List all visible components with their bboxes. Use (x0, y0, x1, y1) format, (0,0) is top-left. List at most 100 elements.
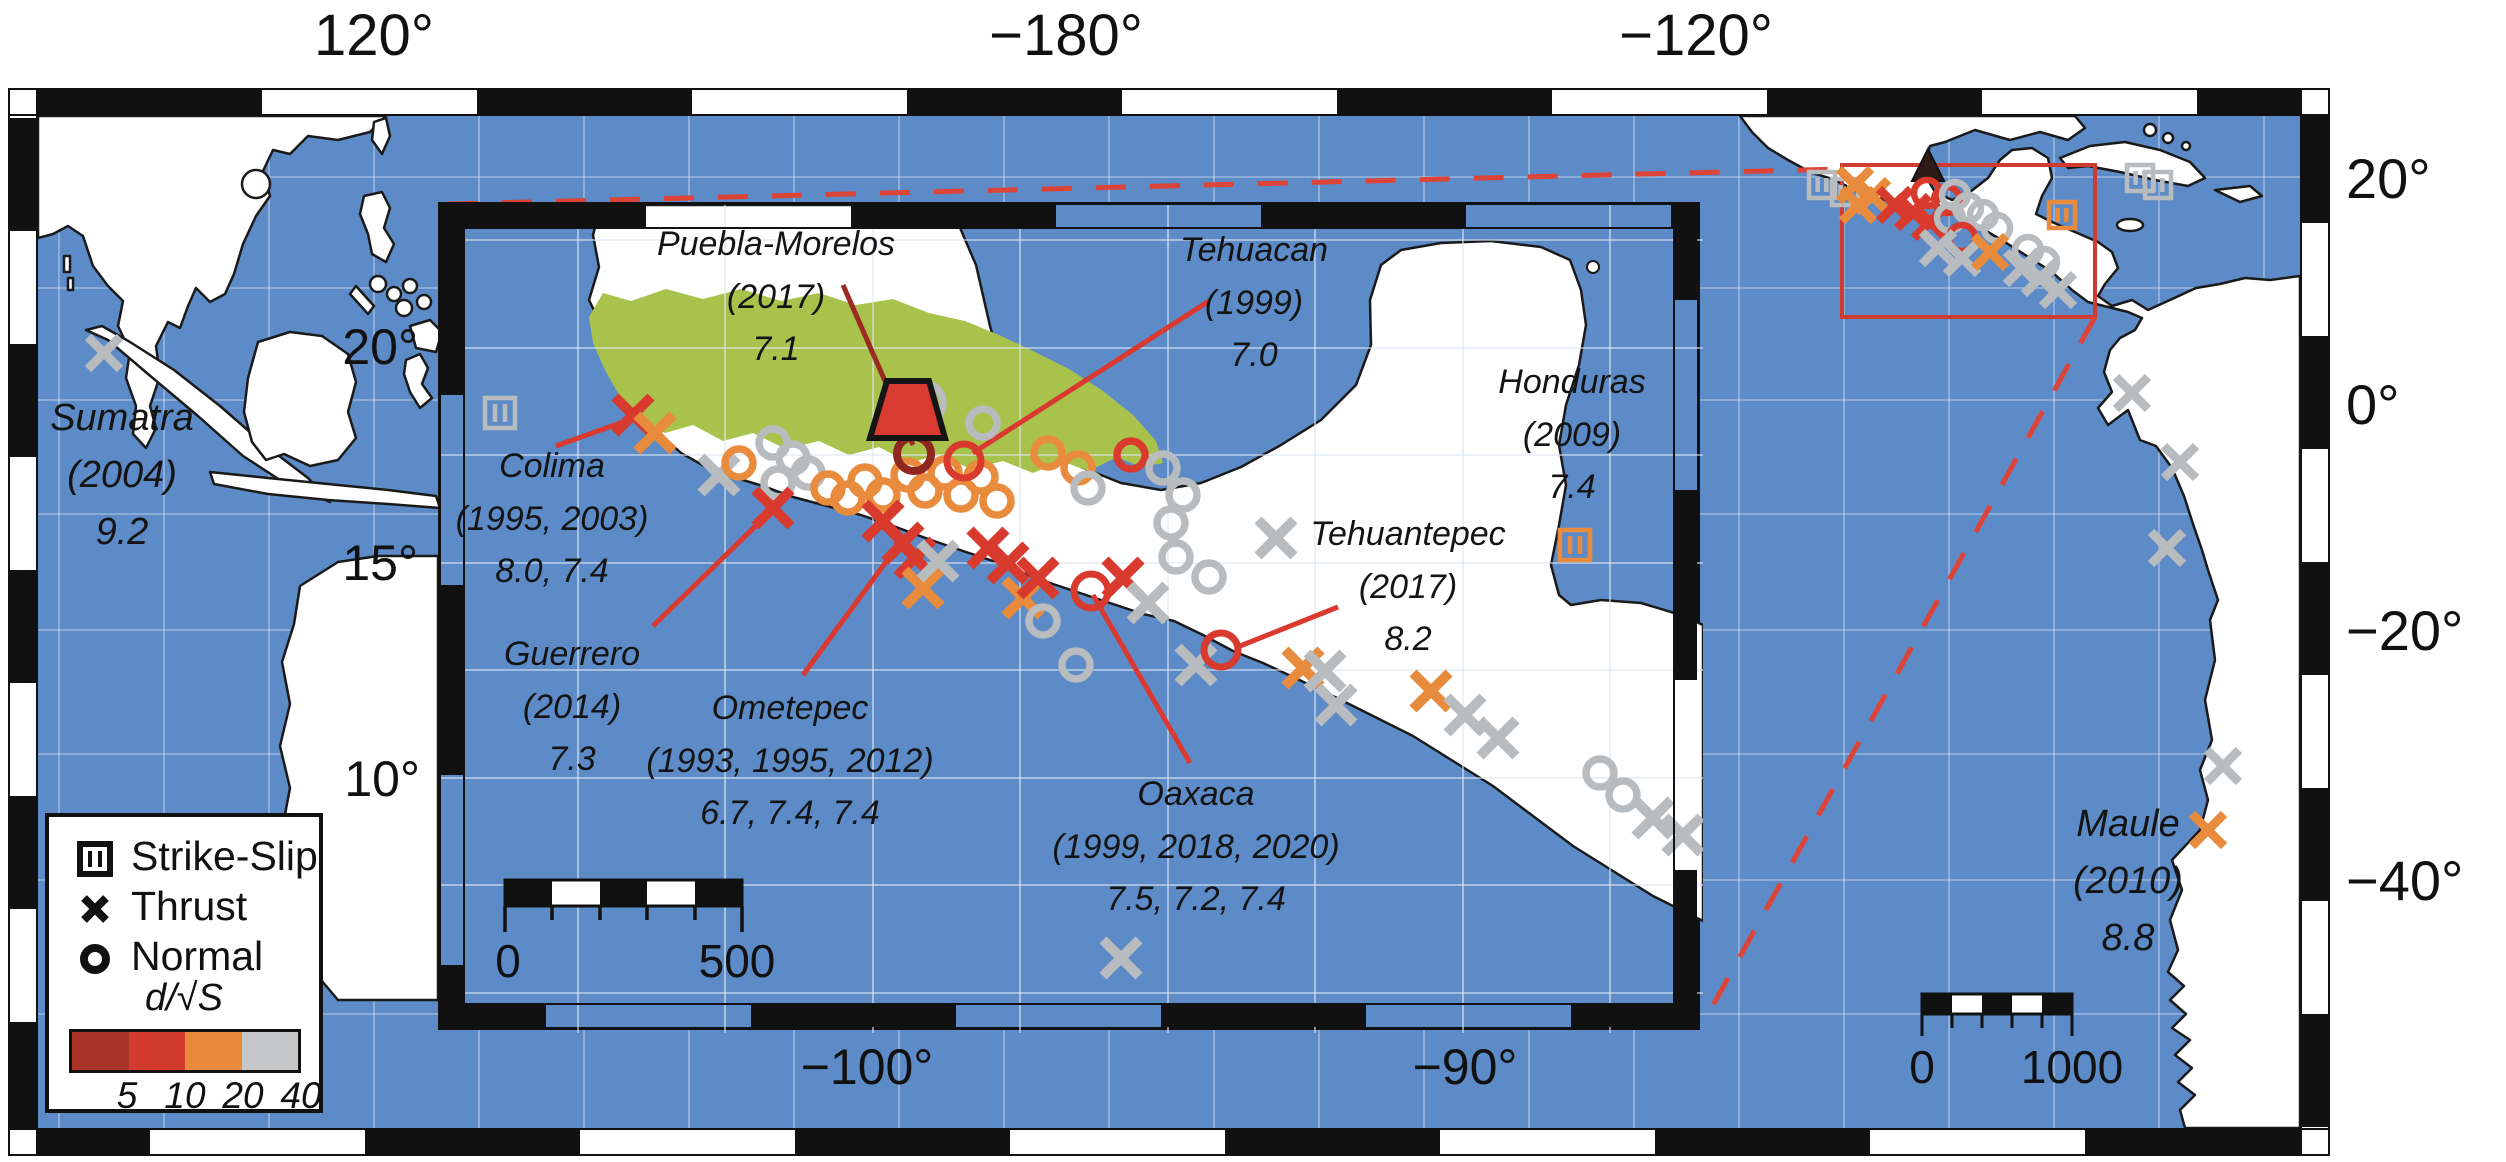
thrust-marker (1409, 669, 1453, 713)
normal-marker (907, 473, 943, 509)
world-scalebar (1920, 992, 2074, 1036)
label-tehuacan: Tehuacan (1999) 7.0 (1179, 231, 1329, 375)
strike-slip-marker (482, 395, 518, 431)
thrust-marker (2038, 270, 2078, 310)
thrust-marker (2203, 746, 2243, 786)
thrust-marker (986, 541, 1030, 585)
label-guerrero: Guerrero (2014) 7.3 (503, 635, 641, 779)
frame-corner (8, 88, 38, 116)
thrust-marker (1099, 936, 1143, 980)
normal-marker (865, 477, 901, 513)
thrust-marker (916, 539, 960, 583)
land-americas (1738, 116, 2300, 1128)
label-ometepec: Ometepec (1993, 1995, 2012) 6.7, 7.4, 7.4 (646, 689, 934, 833)
normal-marker (979, 483, 1015, 519)
normal-marker (1145, 450, 1181, 486)
frame-corner (2300, 1128, 2330, 1156)
colorbar-title: d/√S (145, 977, 223, 1019)
label-oaxaca: Oaxaca (1999, 2018, 2020) 7.5, 7.2, 7.4 (1052, 775, 1340, 919)
thrust-marker (1174, 643, 1218, 687)
inset-frame-right (1673, 205, 1697, 1027)
mexico-city-trapezoid (865, 378, 949, 441)
normal-marker (1153, 505, 1189, 541)
land-java (208, 470, 442, 510)
normal-icon (80, 944, 110, 974)
inset-lon-label: −100° (800, 1039, 934, 1095)
thrust-icon (81, 895, 109, 923)
thrust-marker (1918, 228, 1958, 268)
strike-slip-marker (1557, 527, 1593, 563)
inset-scalebar-label: 0 (495, 935, 521, 987)
world-landmasses (38, 116, 2300, 1128)
inset-map-svg (441, 205, 1703, 1033)
frame-corner (8, 1128, 38, 1156)
land-palawan (348, 284, 376, 316)
thrust-marker (1254, 516, 1298, 560)
inset-frame-top (441, 205, 1697, 229)
label-sumatra: Sumatra (2004) 9.2 (50, 397, 194, 553)
strike-slip-marker (2046, 199, 2078, 231)
world-markers-group (84, 162, 2243, 850)
inset-frame-left (441, 205, 465, 1027)
lat-tick-label: −20° (2346, 599, 2464, 662)
strike-slip-icon (77, 841, 113, 877)
inset-lat-label: 20° (342, 319, 418, 375)
colorbar-ticks: 5 10 20 40 (116, 1075, 322, 1116)
normal-marker (1113, 437, 1149, 473)
thrust-marker (1443, 693, 1487, 737)
inset-lat-label: 10° (344, 751, 420, 807)
normal-marker (1030, 435, 1066, 471)
frame-corner (2300, 88, 2330, 116)
lat-tick-label: −40° (2346, 849, 2464, 912)
thrust-marker (2112, 373, 2152, 413)
thrust-marker (1314, 683, 1358, 727)
land-sulawesi (402, 352, 434, 410)
thrust-marker (901, 566, 945, 610)
mexico-inset-map (438, 202, 1703, 1033)
frame-top (8, 88, 2330, 116)
normal-marker (1582, 755, 1618, 791)
strike-slip-marker (2142, 169, 2174, 201)
label-colima: Colima (1995, 2003) 8.0, 7.4 (455, 447, 649, 591)
colorbar-segment (241, 1032, 298, 1070)
lon-tick-label: −120° (1619, 3, 1773, 68)
thrust-marker (633, 411, 677, 455)
inset-lat-label: 15° (342, 535, 418, 591)
colorbar-segment (72, 1032, 129, 1070)
label-honduras: Honduras (2009) 7.4 (1498, 363, 1646, 507)
strike-slip-marker (1806, 169, 1838, 201)
label-puebla-morelos: Puebla-Morelos (2017) 7.1 (656, 225, 896, 369)
normal-marker (943, 440, 985, 482)
normal-marker (1191, 559, 1227, 595)
leader-lines (555, 298, 1339, 765)
thrust-marker (697, 453, 741, 497)
label-maule: Maule (2010) 8.8 (2073, 803, 2183, 959)
frame-right (2300, 88, 2330, 1156)
normal-marker (2027, 245, 2061, 279)
normal-marker (965, 405, 1001, 441)
land-hainan (240, 168, 272, 200)
thrust-marker (1970, 232, 2010, 272)
thrust-marker (1631, 796, 1675, 840)
lon-tick-label: −180° (989, 3, 1143, 68)
normal-marker (1058, 647, 1094, 683)
land-borneo (242, 330, 358, 468)
thrust-marker (2147, 528, 2187, 568)
colorbar-segment (128, 1032, 185, 1070)
lat-tick-label: 20° (2346, 147, 2431, 210)
legend-item-label: Thrust (131, 883, 248, 929)
land-taiwan (370, 116, 392, 156)
land-southeast-asia (38, 116, 388, 450)
thrust-marker (751, 486, 795, 530)
inset-scalebar (503, 878, 744, 932)
land-luzon (358, 190, 396, 264)
lon-tick-label: 120° (314, 3, 434, 68)
thrust-marker (1838, 185, 1878, 225)
inset-frame-bottom (441, 1003, 1697, 1027)
thrust-marker (1126, 581, 1170, 625)
land-cozumel (1586, 260, 1600, 274)
colorbar-segment (185, 1032, 242, 1070)
thrust-marker (2188, 810, 2228, 850)
thrust-marker (1476, 716, 1520, 760)
